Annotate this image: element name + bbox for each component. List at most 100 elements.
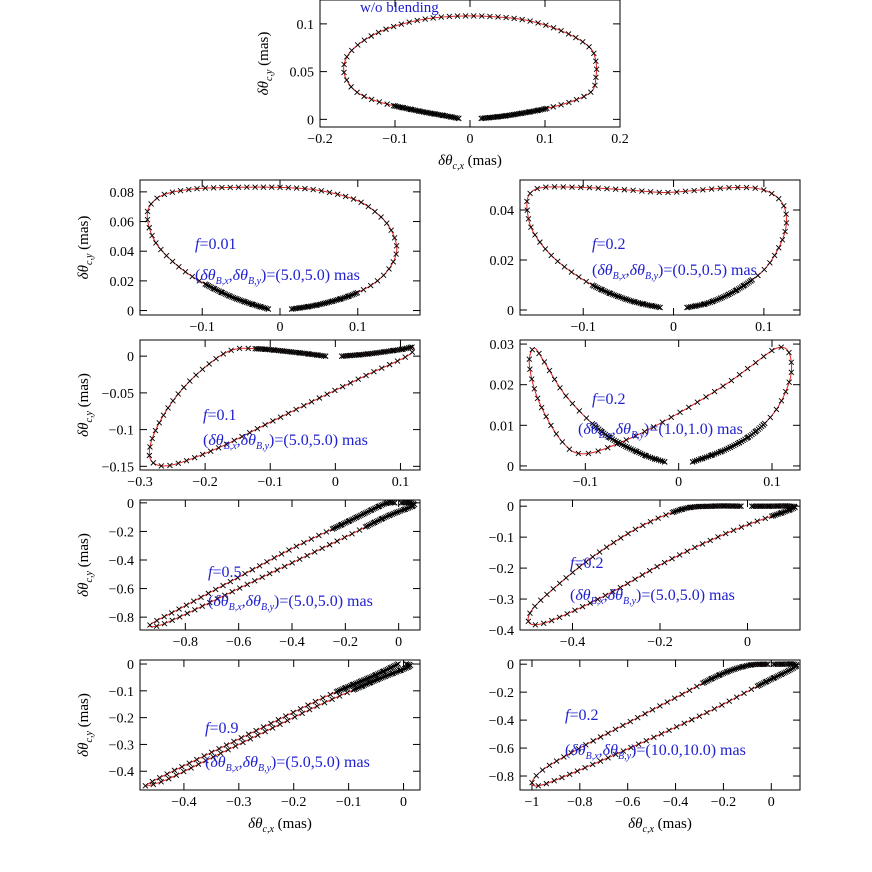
data-point-marker — [575, 274, 582, 280]
data-point-marker — [586, 184, 593, 191]
data-point-marker — [760, 680, 767, 686]
data-point-marker — [358, 683, 365, 690]
data-point-marker — [393, 251, 399, 257]
data-point-marker — [289, 559, 295, 566]
b-x-sub: B,x — [216, 276, 230, 287]
data-point-marker — [384, 101, 390, 107]
data-point-marker — [651, 734, 657, 741]
data-point-marker — [319, 300, 326, 307]
data-point-marker — [532, 603, 538, 610]
data-point-marker — [710, 674, 717, 681]
paren-close: )= — [269, 432, 283, 449]
data-point-marker — [724, 292, 731, 298]
b-symbol: δθ — [210, 754, 225, 771]
x-tick-label: −0.8 — [173, 635, 198, 650]
data-point-marker — [543, 413, 549, 420]
data-point-marker — [563, 575, 569, 581]
data-point-marker — [142, 782, 149, 789]
data-point-marker — [329, 298, 336, 304]
x-tick-label: −0.2 — [307, 132, 332, 147]
data-point-marker — [550, 586, 557, 592]
data-point-marker — [391, 234, 398, 241]
paren-close: )= — [636, 587, 650, 604]
x-tick-label: −0.1 — [190, 320, 215, 335]
data-point-marker — [554, 258, 561, 265]
data-point-marker — [487, 13, 493, 20]
data-point-marker — [779, 670, 786, 677]
data-point-marker — [422, 16, 428, 22]
data-point-marker — [404, 105, 410, 112]
data-point-marker — [762, 679, 769, 685]
data-point-marker — [377, 675, 384, 682]
data-point-marker — [546, 762, 553, 769]
f-annotation: f=0.1 — [203, 407, 236, 424]
data-point-marker — [566, 771, 573, 778]
y-tick-label: 0.04 — [110, 245, 135, 260]
paren-open: ( — [565, 742, 570, 759]
y-axis-sub: c,y — [84, 411, 95, 423]
data-point-marker — [397, 508, 404, 514]
data-point-marker — [373, 504, 380, 511]
data-point-marker — [671, 695, 678, 702]
data-point-marker — [302, 185, 308, 192]
data-point-marker — [601, 287, 607, 294]
chart-panel-6: −0.8 −0.6 −0.4 −0.2 0 −0.8 −0.6 −0.4 −0.2 0 f=0.5 (… — [76, 497, 421, 650]
b-comma: , — [626, 262, 630, 279]
data-point-marker — [254, 345, 260, 352]
data-point-marker — [531, 386, 538, 392]
data-point-marker — [604, 185, 610, 192]
data-point-marker — [673, 723, 680, 730]
data-point-marker — [714, 673, 720, 679]
data-point-marker — [336, 296, 343, 303]
data-point-marker — [344, 54, 350, 60]
data-point-marker — [390, 23, 397, 30]
data-point-marker — [184, 610, 191, 617]
data-point-marker — [389, 664, 395, 670]
data-point-marker — [232, 743, 239, 749]
data-point-marker — [153, 623, 160, 630]
data-point-marker — [353, 685, 360, 692]
data-point-marker — [767, 259, 773, 266]
y-axis-sub: c,y — [84, 731, 95, 743]
paren-open: ( — [203, 432, 208, 449]
data-point-marker — [632, 433, 639, 439]
data-point-marker — [524, 207, 531, 213]
data-point-marker — [617, 535, 624, 541]
marker-group — [524, 184, 790, 311]
data-point-marker — [252, 184, 258, 190]
data-point-marker — [207, 448, 214, 454]
data-point-marker — [527, 610, 533, 616]
data-point-marker — [406, 663, 413, 670]
data-point-marker — [715, 672, 722, 679]
data-point-marker — [323, 300, 329, 306]
data-point-marker — [221, 290, 227, 297]
data-point-marker — [774, 673, 781, 679]
data-point-marker — [408, 503, 415, 510]
data-point-marker — [386, 361, 393, 368]
b-comma: , — [242, 593, 246, 610]
data-point-marker — [222, 291, 229, 298]
data-point-marker — [786, 349, 792, 356]
data-point-marker — [775, 195, 782, 202]
data-point-marker — [233, 296, 240, 302]
marker-group — [144, 184, 400, 312]
data-point-marker — [390, 663, 397, 670]
data-point-marker — [183, 457, 190, 464]
b-values: (10.0,10.0) mas — [645, 742, 745, 759]
data-point-marker — [583, 278, 590, 285]
data-point-marker — [699, 541, 706, 547]
data-point-marker — [371, 678, 377, 684]
data-point-marker — [384, 500, 391, 506]
data-point-marker — [582, 764, 588, 771]
y-tick-label: 0.04 — [490, 204, 515, 219]
f-symbol: f — [195, 236, 202, 253]
y-axis-label: δθc,y (mas) — [76, 533, 95, 597]
data-point-marker — [681, 505, 688, 512]
data-point-marker — [249, 566, 256, 573]
data-point-marker — [628, 744, 634, 751]
data-point-marker — [770, 512, 777, 519]
x-axis-label: δθc,x (mas) — [438, 153, 502, 172]
data-point-marker — [583, 415, 590, 421]
plot-frame — [139, 339, 421, 471]
data-point-marker — [320, 695, 326, 701]
